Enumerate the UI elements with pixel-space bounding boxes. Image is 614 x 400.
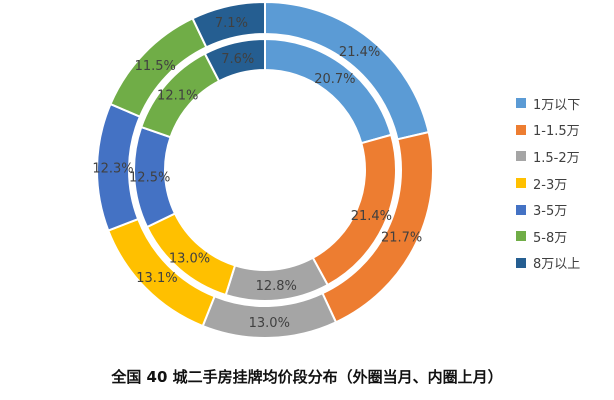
legend-item-6: 8万以上 xyxy=(516,250,580,277)
legend-swatch-1 xyxy=(516,124,526,135)
legend-label-0: 1万以下 xyxy=(533,97,581,113)
legend-swatch-2 xyxy=(516,151,526,162)
inner-slice-6 xyxy=(203,37,266,83)
outer-data-label-5: 11.5% xyxy=(135,59,176,74)
legend-swatch-5 xyxy=(516,231,526,242)
inner-data-label-2: 12.8% xyxy=(256,279,297,294)
inner-data-label-0: 20.7% xyxy=(314,72,355,87)
legend-item-5: 5-8万 xyxy=(516,223,580,250)
outer-data-label-2: 13.0% xyxy=(249,316,290,331)
inner-data-label-6: 7.6% xyxy=(221,52,254,67)
outer-data-label-3: 13.1% xyxy=(136,271,177,286)
inner-data-label-3: 13.0% xyxy=(169,251,210,266)
legend-item-4: 3-5万 xyxy=(516,196,580,223)
legend-label-1: 1-1.5万 xyxy=(533,124,580,140)
legend-swatch-3 xyxy=(516,178,526,189)
legend-label-6: 8万以上 xyxy=(533,257,581,273)
legend-label-5: 5-8万 xyxy=(533,230,568,246)
legend-item-2: 1.5-2万 xyxy=(516,143,580,170)
inner-data-label-5: 12.1% xyxy=(157,88,198,103)
legend-swatch-6 xyxy=(516,257,526,268)
legend-item-3: 2-3万 xyxy=(516,170,580,197)
legend-item-0: 1万以下 xyxy=(516,90,580,117)
donut-chart: 21.4% 21.7% 13.0% 13.1% 12.3% 11.5% 7.1% 20.7% 2… xyxy=(92,0,434,339)
outer-data-label-1: 21.7% xyxy=(381,231,422,246)
chart-title: 全国 40 城二手房挂牌均价段分布（外圈当月、内圈上月） xyxy=(111,368,503,386)
inner-data-label-1: 21.4% xyxy=(351,209,392,224)
outer-data-label-6: 7.1% xyxy=(215,16,248,31)
inner-data-label-4: 12.5% xyxy=(129,171,170,186)
legend-swatch-4 xyxy=(516,204,526,215)
legend-label-3: 2-3万 xyxy=(533,177,568,193)
legend: 1万以下 1-1.5万 1.5-2万 2-3万 3-5万 5-8万 8万以上 xyxy=(516,90,580,276)
outer-slice-6 xyxy=(191,0,266,49)
legend-item-1: 1-1.5万 xyxy=(516,117,580,144)
outer-data-label-4: 12.3% xyxy=(92,161,133,176)
legend-label-2: 1.5-2万 xyxy=(533,150,580,166)
legend-label-4: 3-5万 xyxy=(533,204,568,220)
outer-data-label-0: 21.4% xyxy=(339,45,380,60)
legend-swatch-0 xyxy=(516,98,526,109)
